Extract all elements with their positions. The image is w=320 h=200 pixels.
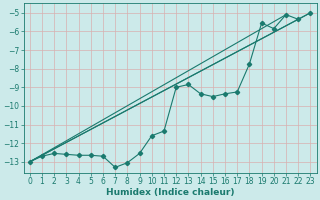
X-axis label: Humidex (Indice chaleur): Humidex (Indice chaleur) [106,188,234,197]
